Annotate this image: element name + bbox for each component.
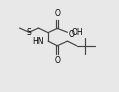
Text: O: O xyxy=(69,30,75,39)
Text: S: S xyxy=(27,28,32,37)
Text: OH: OH xyxy=(71,28,83,37)
Text: O: O xyxy=(54,56,60,65)
Text: HN: HN xyxy=(32,37,44,46)
Text: O: O xyxy=(54,9,60,18)
